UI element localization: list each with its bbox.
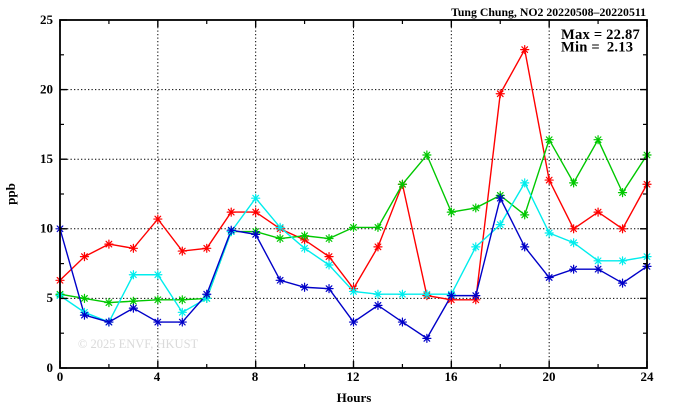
svg-text:© 2025 ENVF, HKUST: © 2025 ENVF, HKUST <box>78 337 199 351</box>
svg-text:Hours: Hours <box>337 390 372 405</box>
svg-text:16: 16 <box>445 369 459 384</box>
svg-text:Min = 2.13: Min = 2.13 <box>561 40 633 56</box>
svg-text:12: 12 <box>347 369 360 384</box>
svg-text:8: 8 <box>252 369 259 384</box>
svg-text:24: 24 <box>641 369 655 384</box>
svg-text:25: 25 <box>40 12 54 27</box>
svg-text:Tung Chung, NO2 20220508–20220: Tung Chung, NO2 20220508–20220511 <box>451 5 646 19</box>
svg-text:20: 20 <box>543 369 556 384</box>
svg-text:ppb: ppb <box>3 183 18 205</box>
svg-text:4: 4 <box>154 369 161 384</box>
svg-text:5: 5 <box>47 290 54 305</box>
svg-text:20: 20 <box>40 82 53 97</box>
svg-text:0: 0 <box>47 360 54 375</box>
svg-text:0: 0 <box>57 369 64 384</box>
svg-text:10: 10 <box>40 221 53 236</box>
svg-text:15: 15 <box>40 151 54 166</box>
